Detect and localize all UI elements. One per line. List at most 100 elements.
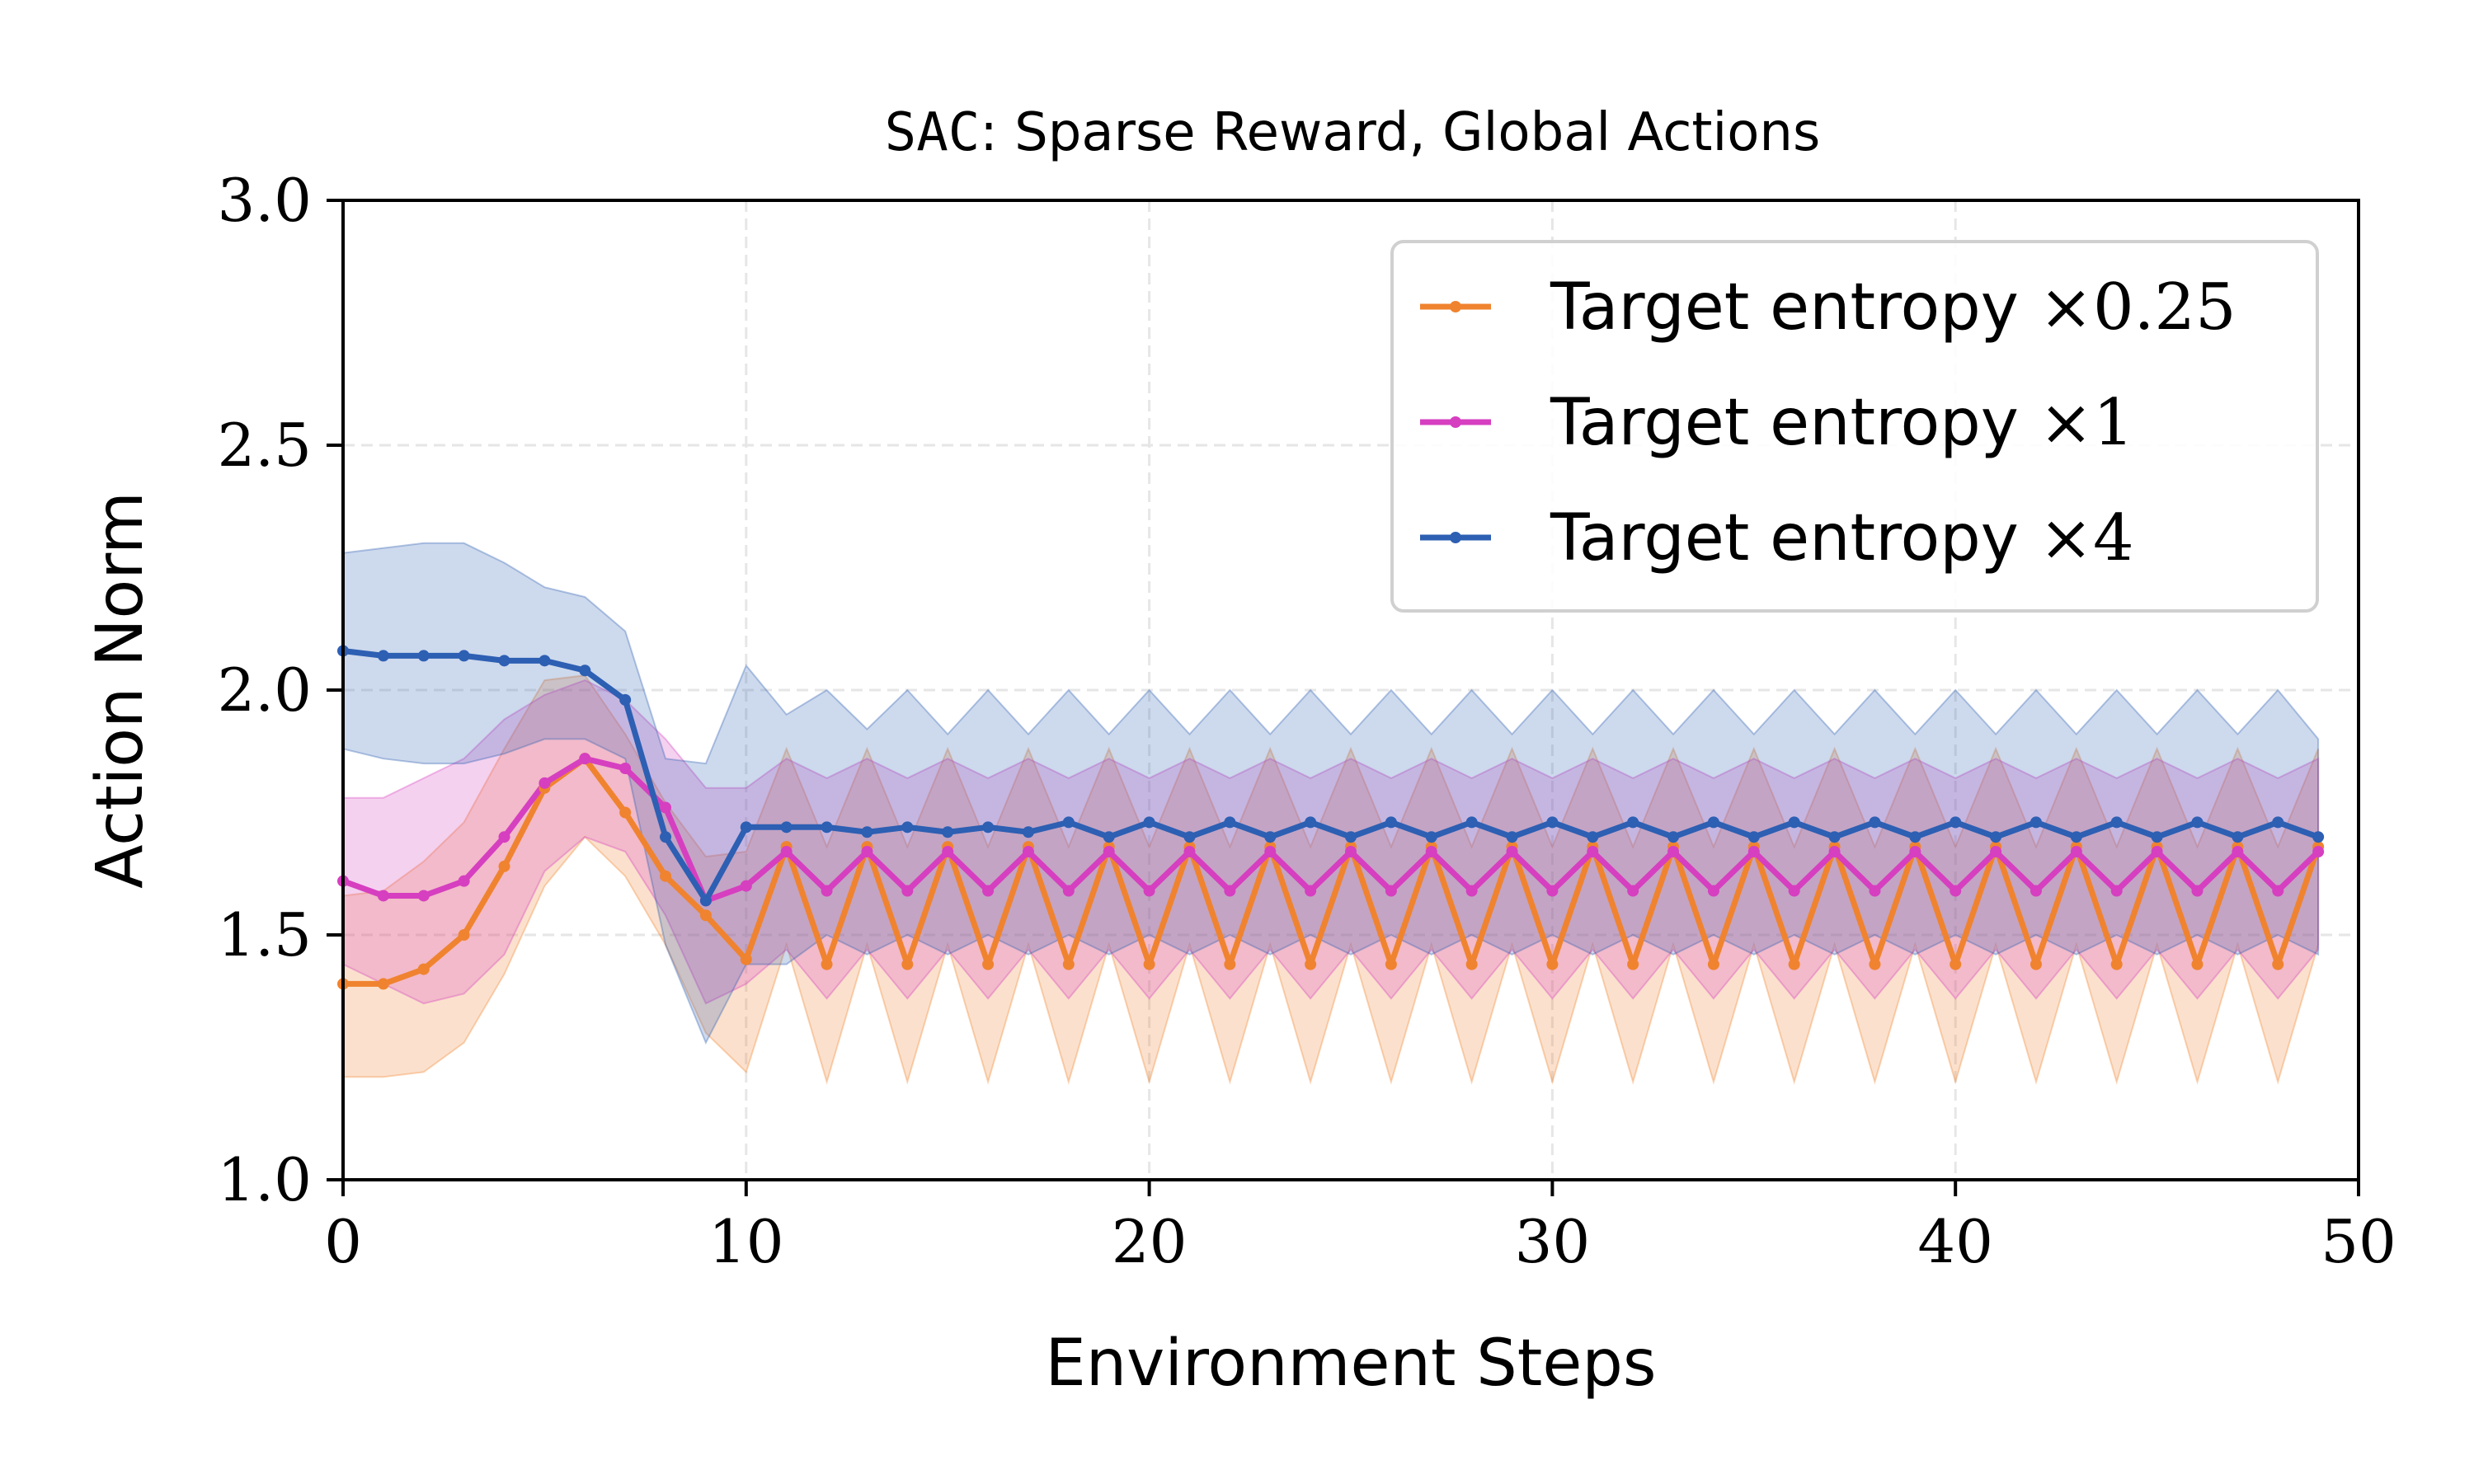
point-series-2 xyxy=(1224,885,1236,897)
point-series-3 xyxy=(1183,831,1196,843)
legend-marker-3 xyxy=(1450,532,1461,543)
x-axis-label: Environment Steps xyxy=(1045,1327,1656,1401)
point-series-3 xyxy=(2191,816,2204,829)
point-series-3 xyxy=(1546,816,1559,829)
point-series-3 xyxy=(417,650,430,662)
point-series-1 xyxy=(498,860,510,872)
point-series-2 xyxy=(1587,846,1599,858)
point-series-2 xyxy=(1264,846,1277,858)
point-series-3 xyxy=(377,650,389,662)
point-series-1 xyxy=(2110,958,2123,970)
point-series-2 xyxy=(1546,885,1559,897)
point-series-2 xyxy=(1909,846,1921,858)
point-series-3 xyxy=(2312,831,2325,843)
point-series-2 xyxy=(1062,885,1075,897)
point-series-1 xyxy=(740,953,752,965)
point-series-2 xyxy=(1747,846,1760,858)
point-series-2 xyxy=(1143,885,1155,897)
point-series-1 xyxy=(377,978,389,990)
y-axis-label: Action Norm xyxy=(83,491,158,889)
point-series-3 xyxy=(1990,831,2002,843)
band-series-2 xyxy=(342,679,2320,1005)
point-series-2 xyxy=(1345,846,1357,858)
legend-label-2: Target entropy ×1 xyxy=(1550,386,2134,460)
legend-label-3: Target entropy ×4 xyxy=(1550,501,2134,575)
point-series-3 xyxy=(1062,816,1075,829)
point-series-3 xyxy=(780,821,793,834)
point-series-3 xyxy=(942,826,954,838)
point-series-2 xyxy=(1627,885,1639,897)
point-series-2 xyxy=(2232,846,2244,858)
point-series-2 xyxy=(821,885,833,897)
series-lines xyxy=(341,648,2321,987)
point-series-3 xyxy=(699,895,712,907)
point-series-2 xyxy=(1183,846,1196,858)
point-series-3 xyxy=(2232,831,2244,843)
point-series-1 xyxy=(458,929,470,941)
point-series-2 xyxy=(1990,846,2002,858)
band-series-1 xyxy=(342,674,2320,1085)
point-series-3 xyxy=(2110,816,2123,829)
point-series-2 xyxy=(458,875,470,887)
point-series-2 xyxy=(579,753,591,765)
point-series-2 xyxy=(417,890,430,902)
point-series-3 xyxy=(579,665,591,677)
point-series-3 xyxy=(1305,816,1317,829)
point-series-1 xyxy=(1546,958,1559,970)
point-series-2 xyxy=(780,846,793,858)
point-series-3 xyxy=(901,821,914,834)
point-series-1 xyxy=(1788,958,1800,970)
point-series-3 xyxy=(2272,816,2284,829)
point-series-3 xyxy=(740,821,752,834)
confidence-bands xyxy=(342,542,2320,1085)
line-series-3 xyxy=(342,648,2320,904)
x-tick-label: 30 xyxy=(1515,1207,1591,1276)
point-series-1 xyxy=(660,870,672,882)
point-series-1 xyxy=(821,958,833,970)
point-series-2 xyxy=(901,885,914,897)
point-series-2 xyxy=(2030,885,2042,897)
point-series-3 xyxy=(1909,831,1921,843)
point-series-1 xyxy=(1385,958,1397,970)
point-series-3 xyxy=(1828,831,1841,843)
point-series-1 xyxy=(2191,958,2204,970)
point-series-3 xyxy=(458,650,470,662)
point-series-3 xyxy=(1506,831,1518,843)
y-tick-label: 3.0 xyxy=(217,166,312,235)
point-series-1 xyxy=(1707,958,1719,970)
point-series-3 xyxy=(1667,831,1680,843)
point-series-1 xyxy=(1143,958,1155,970)
y-tick-label: 2.5 xyxy=(217,411,312,480)
point-series-2 xyxy=(619,763,632,775)
chart-title: SAC: Sparse Reward, Global Actions xyxy=(885,102,1821,163)
y-tick-label: 1.5 xyxy=(217,900,312,970)
point-series-3 xyxy=(1587,831,1599,843)
point-series-3 xyxy=(1707,816,1719,829)
legend-box xyxy=(1390,240,2319,613)
point-series-3 xyxy=(1788,816,1800,829)
point-series-3 xyxy=(1345,831,1357,843)
point-series-2 xyxy=(1305,885,1317,897)
point-series-3 xyxy=(1224,816,1236,829)
point-series-3 xyxy=(660,831,672,843)
y-tick-label: 2.0 xyxy=(217,655,312,725)
line-series-2 xyxy=(341,755,2321,904)
y-tick-label: 1.0 xyxy=(217,1145,312,1214)
legend-label-1: Target entropy ×0.25 xyxy=(1550,270,2236,345)
point-series-1 xyxy=(1465,958,1478,970)
point-series-1 xyxy=(1950,958,1962,970)
point-series-1 xyxy=(901,958,914,970)
point-series-3 xyxy=(1103,831,1115,843)
x-tick-label: 50 xyxy=(2321,1207,2396,1276)
point-series-2 xyxy=(1950,885,1962,897)
point-series-2 xyxy=(1869,885,1881,897)
point-series-1 xyxy=(2030,958,2042,970)
point-series-3 xyxy=(619,693,632,706)
line-series-1 xyxy=(343,755,2321,987)
point-series-2 xyxy=(1465,885,1478,897)
legend: Target entropy ×0.25 Target entropy ×1 Tar… xyxy=(1390,240,2319,613)
point-series-1 xyxy=(2272,958,2284,970)
point-series-1 xyxy=(417,963,430,975)
point-series-3 xyxy=(1385,816,1397,829)
point-series-3 xyxy=(2030,816,2042,829)
